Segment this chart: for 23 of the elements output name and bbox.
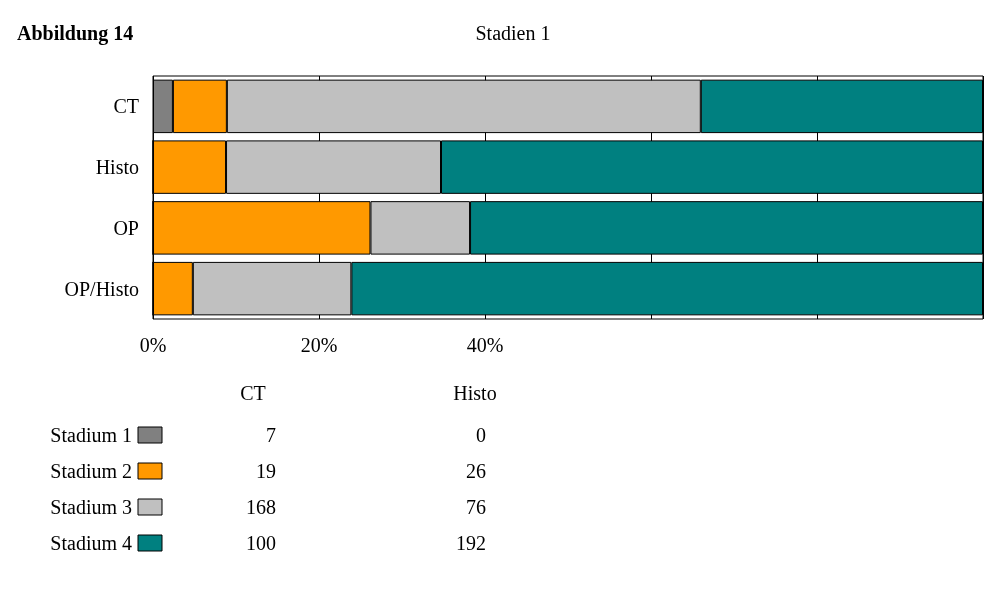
- chart-subtitle: Stadien 1: [475, 22, 551, 44]
- text: 168: [246, 496, 276, 518]
- text: 192: [456, 532, 486, 554]
- text: 100: [246, 532, 276, 554]
- legend-label: Stadium 4: [50, 532, 132, 554]
- y-tick-label: CT: [113, 95, 139, 118]
- legend-label: Stadium 1: [50, 424, 132, 446]
- legend-label: Stadium 3: [50, 496, 132, 518]
- category-label: CT: [240, 382, 266, 404]
- category-label: Histo: [453, 382, 497, 404]
- y-tick-label: OP: [113, 216, 139, 239]
- x-tick-label: 20%: [300, 334, 338, 356]
- text: 26: [466, 460, 486, 482]
- text: 19: [256, 460, 276, 482]
- text: 0: [476, 424, 486, 446]
- legend-label: Stadium 2: [50, 460, 132, 482]
- text: 76: [466, 496, 486, 518]
- y-tick-label: OP/Histo: [64, 277, 139, 300]
- x-tick-label: 0%: [139, 334, 167, 356]
- x-tick-label: 40%: [466, 334, 504, 356]
- chart-title: Abbildung 14: [17, 22, 134, 45]
- y-tick-label: Histo: [95, 156, 139, 179]
- text: 7: [266, 424, 276, 446]
